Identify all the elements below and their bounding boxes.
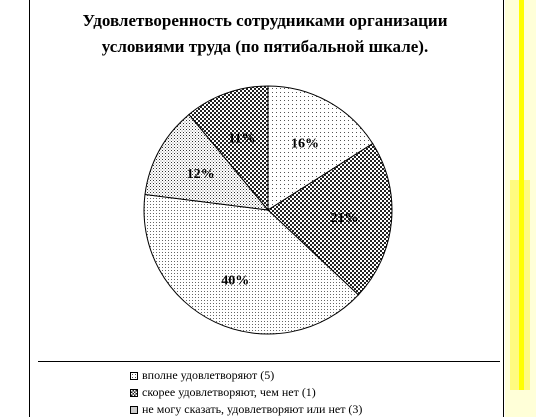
legend-label: не могу сказать, удовлетворяют или нет (…	[142, 402, 363, 416]
legend-label: вполне удовлетворяют (5)	[142, 368, 275, 382]
pie-slice	[267, 142, 393, 296]
legend-item: не могу сказать, удовлетворяют или нет (…	[130, 401, 362, 418]
legend-swatch	[130, 388, 138, 397]
side-strip-bar	[519, 0, 524, 390]
chart-title-line-1: Удовлетворенность сотрудниками организац…	[82, 11, 448, 30]
slice-label: 40%	[221, 274, 249, 289]
legend-label: скорее удовлетворяют, чем нет (1)	[142, 385, 316, 399]
legend-swatch	[130, 405, 138, 414]
legend-item: скорее удовлетворяют, чем нет (1)	[130, 384, 316, 401]
pie-slice	[144, 113, 270, 211]
slice-label: 21%	[331, 211, 359, 226]
slice-label: 12%	[187, 167, 215, 182]
slice-label: 16%	[291, 137, 319, 152]
side-strip	[505, 0, 536, 417]
chart-title-line-2: условиями труда (по пятибальной шкале).	[101, 37, 429, 56]
slice-label: 11%	[228, 132, 255, 147]
pie-slice	[267, 85, 374, 211]
pie-slice	[188, 85, 269, 212]
pie-slice	[143, 193, 360, 335]
legend-swatch	[130, 371, 138, 380]
chart-title: Удовлетворенность сотрудниками организац…	[40, 8, 490, 60]
legend-item: вполне удовлетворяют (5)	[130, 367, 274, 384]
chart-legend: вполне удовлетворяют (5) скорее удовлетво…	[38, 361, 500, 418]
